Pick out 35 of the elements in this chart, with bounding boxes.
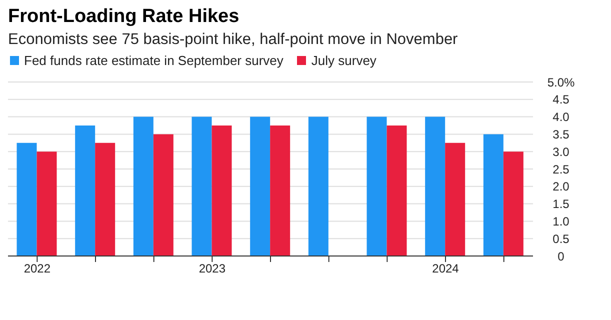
bar <box>36 152 57 256</box>
y-tick-label: 1.5 <box>552 197 570 212</box>
x-tick-label: 2023 <box>198 262 226 276</box>
y-tick-label: 0 <box>558 249 565 264</box>
legend-label: July survey <box>310 53 376 68</box>
y-tick-label: 4.0 <box>552 110 570 124</box>
bar <box>483 134 504 256</box>
y-tick-label: 2.0 <box>552 180 570 194</box>
y-tick-label: 5.0% <box>547 75 575 90</box>
bar <box>16 142 37 256</box>
legend-label: Fed funds rate estimate in September survey <box>23 53 284 68</box>
bar <box>192 116 212 256</box>
y-tick-label: 4.5 <box>552 92 570 107</box>
x-tick-label: 2024 <box>432 262 460 276</box>
y-tick-label: 3.5 <box>552 127 570 142</box>
chart-subtitle: Economists see 75 basis-point hike, half-point move in November <box>8 31 459 49</box>
bar <box>308 116 328 256</box>
bar <box>445 142 466 256</box>
bar <box>250 116 270 256</box>
y-tick-label: 0.5 <box>552 232 570 246</box>
bar <box>270 126 290 256</box>
bar <box>503 152 524 256</box>
x-tick-label: 2022 <box>24 262 51 276</box>
bar <box>386 126 407 256</box>
bar <box>366 116 387 256</box>
bar <box>153 134 174 256</box>
chart-title: Front-Loading Rate Hikes <box>8 6 240 28</box>
bar <box>133 116 154 256</box>
bar <box>212 126 232 256</box>
bar <box>425 116 446 256</box>
bar <box>95 142 116 256</box>
y-tick-label: 2.5 <box>552 162 570 176</box>
y-tick-label: 1.0 <box>552 214 570 228</box>
bar <box>75 126 96 256</box>
y-tick-label: 3.0 <box>552 144 570 159</box>
